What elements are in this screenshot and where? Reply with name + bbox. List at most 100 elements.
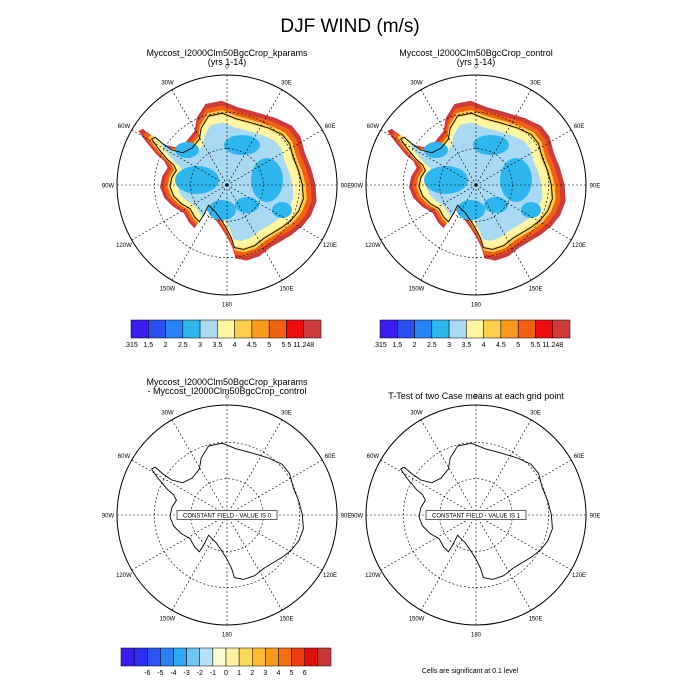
- colorbar-label: 5: [267, 342, 271, 349]
- longitude-label: 30W: [410, 410, 423, 416]
- colorbar-label: -3: [184, 670, 190, 677]
- longitude-label: 180: [222, 303, 233, 309]
- interior-wind-field: [161, 122, 294, 241]
- colorbar-swatch: [182, 319, 201, 339]
- colorbar-label: 5.5: [531, 342, 541, 349]
- colorbar-label: 11.248: [542, 342, 563, 349]
- map-boundary: [365, 74, 587, 296]
- meridian-line: [420, 514, 477, 611]
- colorbar-swatch: [466, 319, 484, 339]
- longitude-label: 60W: [367, 124, 380, 130]
- colorbar-label: 5: [290, 670, 294, 677]
- colorbar-label: 6: [303, 670, 307, 677]
- colorbar-swatch: [517, 319, 536, 339]
- longitude-label: 180: [471, 633, 482, 639]
- longitude-label: 150W: [409, 617, 425, 623]
- longitude-label: 120W: [365, 243, 381, 249]
- colorbar-label: 5: [516, 342, 520, 349]
- map-panel-ttest: 0 30E 60E 90E 120E 150E 180 150W 120W 90W 60W 30W CO…: [351, 395, 601, 639]
- longitude-label: 150E: [279, 287, 293, 293]
- longitude-label: 120E: [323, 573, 337, 579]
- wind-field: [138, 100, 317, 261]
- figure-title: DJF WIND (m/s): [280, 16, 419, 37]
- longitude-label: 30E: [281, 80, 292, 86]
- longitude-label: 60W: [118, 454, 131, 460]
- panel-4-title: T-Test of two Case means at each grid po…: [388, 391, 564, 401]
- colorbar-label: 2.5: [178, 342, 188, 349]
- colorbar-swatch: [165, 319, 184, 339]
- panel-2-title: Myccost_I2000Clm50BgcCrop_control: [399, 48, 553, 58]
- colorbar-label: 1.5: [143, 342, 153, 349]
- colorbar-label: 3: [263, 670, 267, 677]
- longitude-label: 60W: [367, 454, 380, 460]
- panel-1-subtitle: (yrs 1-14): [208, 57, 247, 67]
- longitude-label: 120W: [116, 243, 132, 249]
- constant-field-box: [176, 510, 278, 520]
- interior-wind-patch: [251, 158, 283, 202]
- colorbar-label: -2: [197, 670, 203, 677]
- longitude-label: 120W: [365, 573, 381, 579]
- longitude-label: 150E: [279, 617, 293, 623]
- longitude-label: 120W: [116, 573, 132, 579]
- colorbar-label: 2: [413, 342, 417, 349]
- panel-3-title: Myccost_I2000Clm50BgcCrop_kparams: [146, 377, 308, 387]
- interior-wind-patch: [500, 158, 532, 202]
- coastline: [399, 442, 553, 580]
- longitude-label: 120E: [572, 573, 586, 579]
- interior-wind-patch: [473, 135, 509, 155]
- colorbar-label: 2: [250, 670, 254, 677]
- colorbar-swatch: [148, 319, 166, 339]
- meridian-line: [171, 514, 228, 611]
- longitude-label: 90W: [351, 184, 364, 190]
- colorbar-swatch: [173, 647, 187, 667]
- longitude-label: 180: [471, 303, 482, 309]
- longitude-label: 180: [222, 633, 233, 639]
- longitude-label: 30E: [530, 80, 541, 86]
- interior-wind-patch: [208, 200, 236, 220]
- longitude-label: 90E: [341, 184, 352, 190]
- map-panel-control: 0 30E 60E 90E 120E 150E 180 150W 120W 90W 60W 30W: [351, 65, 601, 309]
- longitude-label: 150W: [409, 287, 425, 293]
- longitude-label: 30W: [161, 410, 174, 416]
- interior-wind-patch: [272, 202, 292, 218]
- longitude-label: 30W: [161, 80, 174, 86]
- longitude-label: 0: [225, 65, 229, 71]
- colorbar-swatch: [265, 647, 279, 667]
- longitude-label: 60E: [574, 124, 585, 130]
- colorbar-swatch: [217, 319, 235, 339]
- colorbar-swatch: [268, 319, 287, 339]
- interior-wind-patch: [235, 197, 259, 213]
- meridian-line: [380, 514, 477, 571]
- colorbar-label: 11.248: [293, 342, 314, 349]
- longitude-label: 0: [474, 65, 478, 71]
- colorbar-label: -4: [170, 670, 176, 677]
- colorbar-swatch: [120, 647, 135, 667]
- meridian-line: [226, 459, 323, 516]
- longitude-label: 30E: [281, 410, 292, 416]
- longitude-label: 60W: [118, 124, 131, 130]
- longitude-label: 30E: [530, 410, 541, 416]
- longitude-label: 90W: [102, 514, 115, 520]
- colorbar-swatch: [535, 319, 553, 339]
- longitude-label: 150E: [528, 617, 542, 623]
- meridian-line: [475, 419, 532, 516]
- constant-field-box: [425, 510, 527, 520]
- colorbar-swatch: [252, 647, 266, 667]
- colorbar-label: 3: [198, 342, 202, 349]
- colorbar-swatch: [397, 319, 415, 339]
- longitude-label: 150W: [160, 287, 176, 293]
- colorbar-label: -1: [210, 670, 216, 677]
- colorbar-swatch: [278, 647, 292, 667]
- interior-wind-patch: [457, 200, 485, 220]
- interior-wind-patch: [521, 202, 541, 218]
- colorbar-difference: -6 -5 -4 -3 -2 -1 0 1 2 3 4 5 6: [120, 647, 332, 677]
- colorbar-swatch: [147, 647, 161, 667]
- colorbar-kparams: .315 1.5 2 2.5 3 3.5 4 4.5 5 5.5 11.248: [124, 319, 322, 349]
- colorbar-swatch: [212, 647, 227, 667]
- longitude-label: 150E: [528, 287, 542, 293]
- colorbar-label: 4.5: [247, 342, 257, 349]
- meridian-line: [226, 419, 283, 516]
- constant-field-label: CONSTANT FIELD - VALUE IS 1: [432, 514, 521, 520]
- colorbar-label: 4: [277, 670, 281, 677]
- interior-wind-patch: [484, 197, 508, 213]
